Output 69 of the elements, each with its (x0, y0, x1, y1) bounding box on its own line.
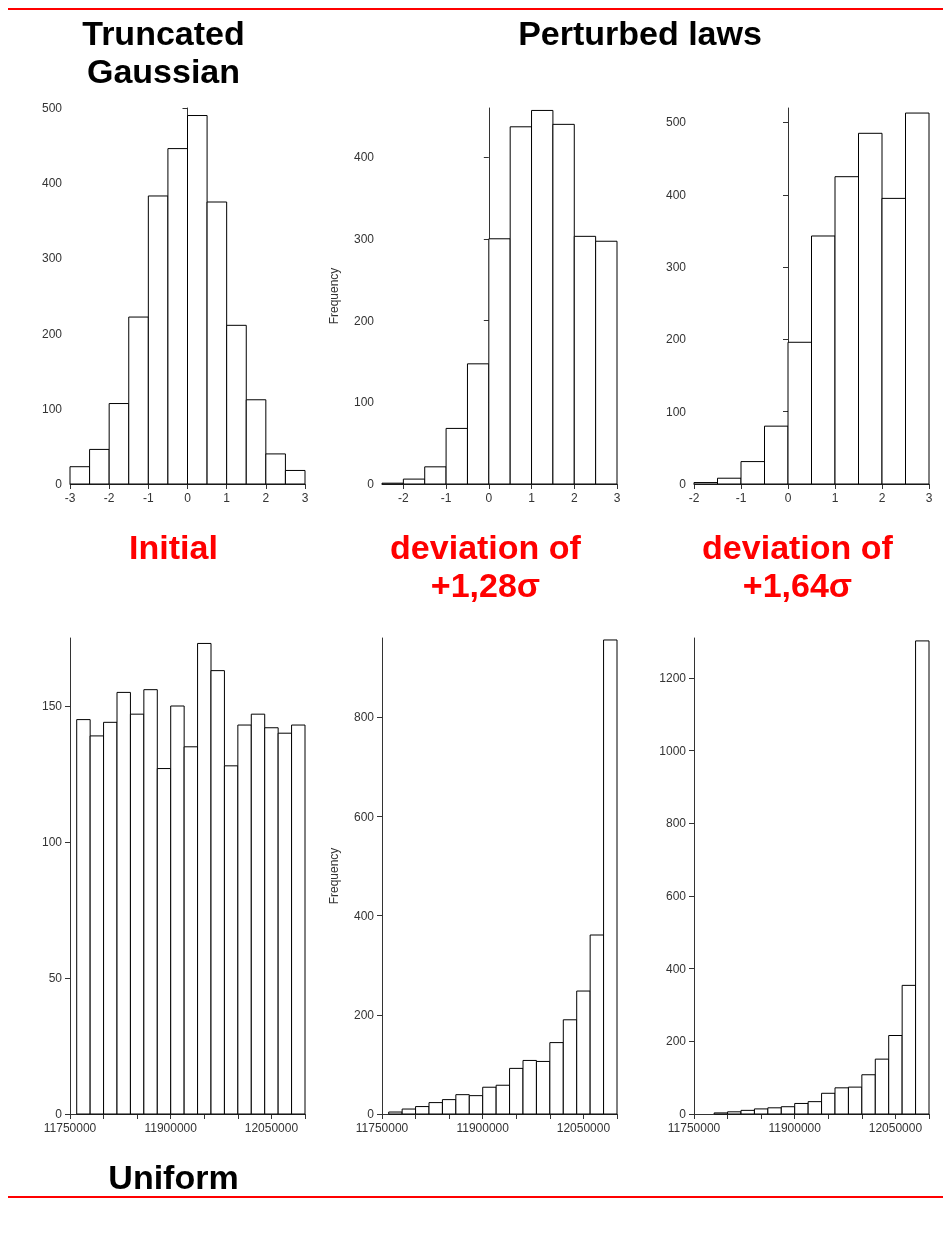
y-tick-label: 200 (665, 332, 687, 347)
text: Initial (128, 528, 219, 566)
x-tick-label: 2 (570, 491, 578, 505)
y-tick-label: 100 (353, 395, 375, 410)
chart-title: Perturbed laws (517, 14, 763, 52)
y-tick-label: 500 (41, 101, 63, 115)
y-tick-label: 0 (367, 477, 375, 491)
x-tick-label: -3 (64, 491, 76, 505)
x-tick-label: 11750000 (355, 1121, 409, 1135)
x-tick-label: 11900000 (456, 1121, 510, 1135)
y-tick-label: 100 (41, 401, 63, 416)
y-tick-label: 50 (48, 971, 63, 985)
x-tick-label: 12050000 (244, 1121, 299, 1135)
y-tick-label: 400 (665, 961, 687, 976)
x-tick-label: 0 (784, 491, 792, 505)
y-tick-label: 200 (353, 1007, 375, 1022)
x-tick-label: 12050000 (556, 1121, 611, 1135)
y-axis-title: Frequency (327, 267, 341, 325)
x-tick-label: -1 (735, 491, 747, 505)
y-axis-title: Frequency (327, 847, 341, 905)
y-tick-label: 200 (41, 326, 63, 341)
y-tick-label: 0 (55, 477, 63, 491)
y-tick-label: 1000 (659, 743, 687, 758)
chart-title: Truncated Gaussian (81, 14, 246, 90)
x-tick-label: -1 (440, 491, 452, 505)
y-tick-label: 0 (679, 477, 687, 491)
x-tick-label: -1 (143, 491, 154, 505)
y-tick-label: 0 (55, 1107, 63, 1121)
x-tick-label: 2 (262, 491, 270, 505)
y-tick-label: 600 (665, 888, 687, 903)
x-tick-label: -2 (103, 491, 115, 505)
y-tick-label: 300 (665, 260, 687, 275)
y-tick-label: 800 (665, 816, 687, 831)
y-tick-label: 150 (41, 699, 63, 713)
y-tick-label: 800 (353, 710, 375, 725)
x-tick-label: 11900000 (144, 1121, 198, 1135)
y-tick-label: 200 (353, 313, 375, 328)
x-tick-label: -2 (688, 491, 700, 505)
y-tick-label: 300 (41, 251, 63, 266)
y-tick-label: 600 (353, 809, 375, 824)
x-tick-label: 1 (223, 491, 231, 505)
y-tick-label: 0 (679, 1107, 687, 1121)
y-tick-label: 1200 (659, 670, 687, 685)
x-tick-label: 0 (485, 491, 493, 505)
y-tick-label: 200 (665, 1034, 687, 1049)
y-tick-label: 400 (353, 150, 375, 165)
x-tick-label: 11750000 (43, 1121, 97, 1135)
y-tick-label: 0 (367, 1107, 375, 1121)
y-tick-label: 100 (665, 404, 687, 419)
y-tick-label: 400 (353, 908, 375, 923)
x-tick-label: 11900000 (768, 1121, 822, 1135)
x-tick-label: 1 (528, 491, 536, 505)
y-tick-label: 500 (665, 115, 687, 130)
text: deviation of +1,64σ (701, 528, 894, 604)
y-tick-label: 400 (41, 176, 63, 191)
text: deviation of +1,28σ (389, 528, 582, 604)
y-tick-label: 300 (353, 231, 375, 246)
x-tick-label: 0 (184, 491, 192, 505)
y-tick-label: 400 (665, 187, 687, 202)
x-tick-label: 3 (613, 491, 621, 505)
x-tick-label: 12050000 (868, 1121, 923, 1135)
x-tick-label: 11750000 (667, 1121, 721, 1135)
x-tick-label: 1 (831, 491, 839, 505)
x-tick-label: 2 (878, 491, 886, 505)
text: Uniform (107, 1158, 240, 1196)
x-tick-label: 3 (301, 491, 309, 505)
y-tick-label: 100 (41, 835, 63, 849)
x-tick-label: -2 (398, 491, 410, 505)
x-tick-label: 3 (925, 491, 933, 505)
